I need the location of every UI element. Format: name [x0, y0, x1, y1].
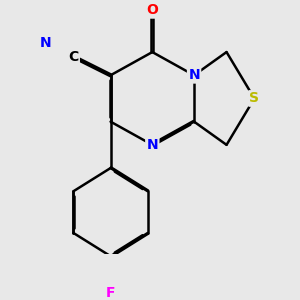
Text: S: S	[249, 92, 260, 106]
Text: C: C	[68, 50, 79, 64]
Text: N: N	[146, 138, 158, 152]
Text: O: O	[146, 3, 158, 17]
Text: N: N	[188, 68, 200, 82]
Text: N: N	[40, 36, 51, 50]
Text: F: F	[106, 286, 115, 300]
